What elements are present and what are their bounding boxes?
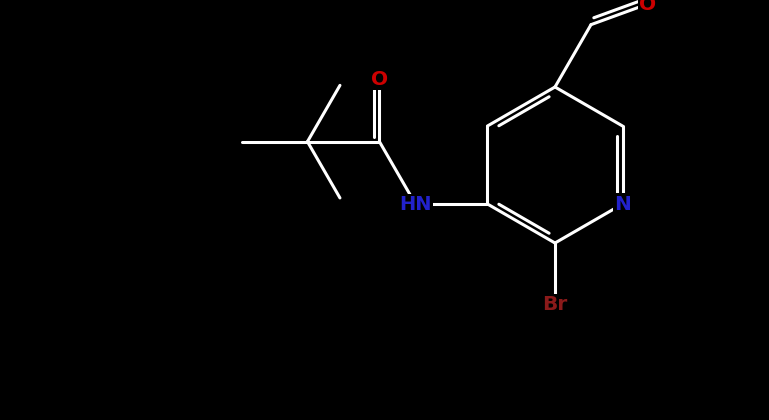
Text: N: N xyxy=(614,194,631,213)
Text: O: O xyxy=(371,70,388,89)
Text: O: O xyxy=(639,0,656,13)
Text: HN: HN xyxy=(399,194,431,213)
Text: Br: Br xyxy=(542,296,568,315)
